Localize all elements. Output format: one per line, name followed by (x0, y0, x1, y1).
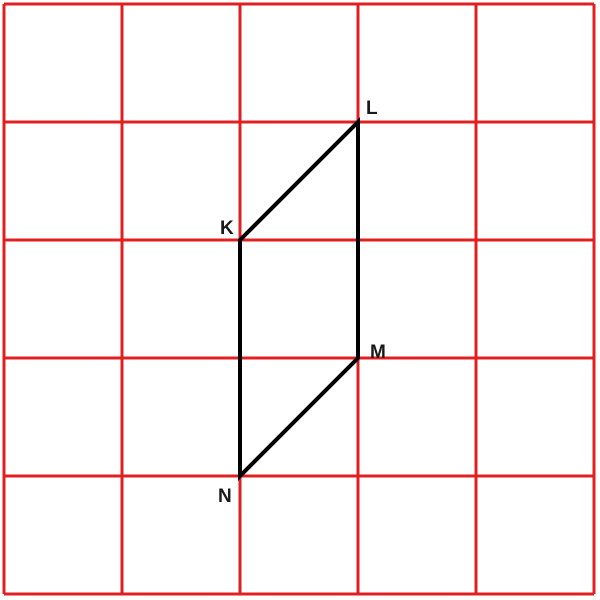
vertex-label-m: M (370, 342, 386, 363)
vertex-label-l: L (366, 98, 378, 119)
vertex-label-n: N (218, 486, 232, 507)
parallelogram-klmn (238, 117, 360, 481)
vertex-label-k: K (220, 218, 234, 239)
